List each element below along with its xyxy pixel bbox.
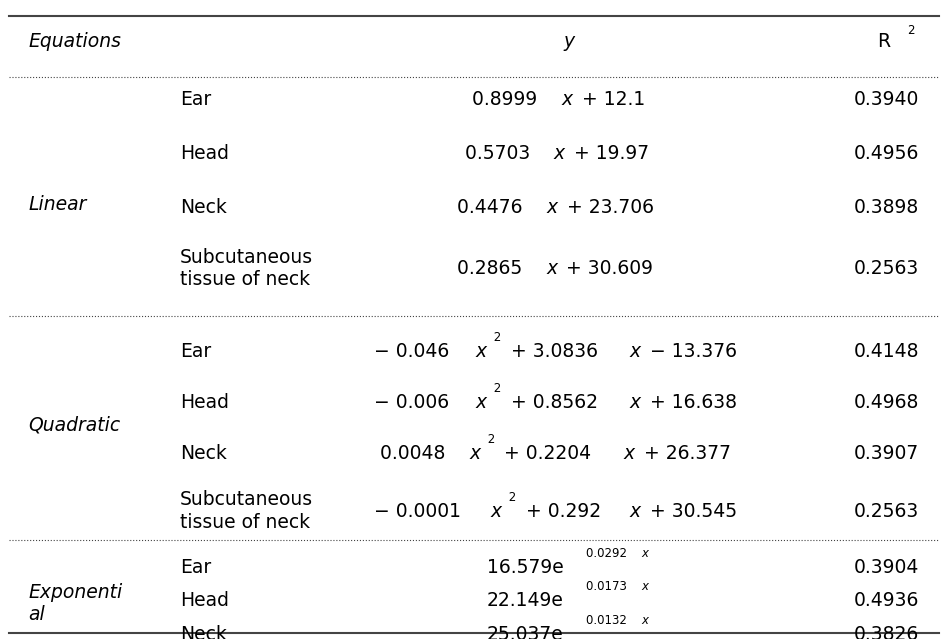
Text: 0.0173: 0.0173 (586, 580, 629, 593)
Text: + 0.292: + 0.292 (520, 502, 605, 521)
Text: + 26.377: + 26.377 (637, 444, 731, 463)
Text: x: x (642, 614, 648, 627)
Text: Ear: Ear (180, 558, 211, 577)
Text: 0.4956: 0.4956 (854, 144, 919, 163)
Text: Neck: Neck (180, 444, 227, 463)
Text: x: x (629, 393, 641, 412)
Text: Ear: Ear (180, 342, 211, 361)
Text: 2: 2 (505, 491, 517, 504)
Text: + 16.638: + 16.638 (644, 393, 737, 412)
Text: 0.3940: 0.3940 (854, 89, 919, 109)
Text: x: x (629, 342, 641, 361)
Text: x: x (642, 547, 648, 560)
Text: x: x (546, 198, 557, 217)
Text: Exponenti
al: Exponenti al (28, 583, 122, 624)
Text: Head: Head (180, 393, 229, 412)
Text: x: x (629, 502, 641, 521)
Text: 0.3826: 0.3826 (854, 625, 919, 639)
Text: 0.4968: 0.4968 (854, 393, 919, 412)
Text: 0.0048: 0.0048 (380, 444, 449, 463)
Text: + 3.0836: + 3.0836 (504, 342, 601, 361)
Text: 22.149e: 22.149e (486, 591, 564, 610)
Text: − 13.376: − 13.376 (644, 342, 737, 361)
Text: 0.4936: 0.4936 (854, 591, 919, 610)
Text: 0.0132: 0.0132 (586, 614, 629, 627)
Text: + 23.706: + 23.706 (560, 198, 654, 217)
Text: + 30.609: + 30.609 (560, 259, 653, 278)
Text: x: x (554, 144, 565, 163)
Text: 0.3907: 0.3907 (854, 444, 919, 463)
Text: x: x (469, 444, 481, 463)
Text: 0.2563: 0.2563 (854, 502, 919, 521)
Text: 2: 2 (907, 24, 915, 36)
Text: Subcutaneous
tissue of neck: Subcutaneous tissue of neck (180, 247, 313, 289)
Text: 2: 2 (490, 331, 501, 344)
Text: − 0.006: − 0.006 (374, 393, 453, 412)
Text: 0.3904: 0.3904 (854, 558, 919, 577)
Text: x: x (491, 502, 502, 521)
Text: x: x (642, 580, 648, 593)
Text: 0.8999: 0.8999 (472, 89, 541, 109)
Text: Neck: Neck (180, 198, 227, 217)
Text: − 0.046: − 0.046 (374, 342, 453, 361)
Text: + 12.1: + 12.1 (575, 89, 645, 109)
Text: R: R (877, 32, 890, 51)
Text: 0.4476: 0.4476 (457, 198, 526, 217)
Text: + 19.97: + 19.97 (568, 144, 649, 163)
Text: x: x (476, 393, 486, 412)
Text: x: x (546, 259, 557, 278)
Text: 0.4148: 0.4148 (853, 342, 920, 361)
Text: x: x (623, 444, 634, 463)
Text: 0.0292: 0.0292 (586, 547, 629, 560)
Text: − 0.0001: − 0.0001 (374, 502, 465, 521)
Text: Equations: Equations (28, 32, 121, 51)
Text: Quadratic: Quadratic (28, 415, 120, 435)
Text: x: x (476, 342, 487, 361)
Text: Neck: Neck (180, 625, 227, 639)
Text: 25.037e: 25.037e (487, 625, 564, 639)
Text: Subcutaneous
tissue of neck: Subcutaneous tissue of neck (180, 490, 313, 532)
Text: Linear: Linear (28, 195, 87, 214)
Text: + 30.545: + 30.545 (644, 502, 737, 521)
Text: 0.2563: 0.2563 (854, 259, 919, 278)
Text: + 0.8562: + 0.8562 (504, 393, 601, 412)
Text: 2: 2 (490, 382, 501, 395)
Text: + 0.2204: + 0.2204 (498, 444, 595, 463)
Text: Head: Head (180, 591, 229, 610)
Text: x: x (561, 89, 573, 109)
Text: 0.5703: 0.5703 (465, 144, 534, 163)
Text: y: y (563, 32, 574, 51)
Text: Ear: Ear (180, 89, 211, 109)
Text: 16.579e: 16.579e (486, 558, 563, 577)
Text: 0.2865: 0.2865 (457, 259, 526, 278)
Text: 2: 2 (483, 433, 495, 446)
Text: Head: Head (180, 144, 229, 163)
Text: 0.3898: 0.3898 (854, 198, 919, 217)
